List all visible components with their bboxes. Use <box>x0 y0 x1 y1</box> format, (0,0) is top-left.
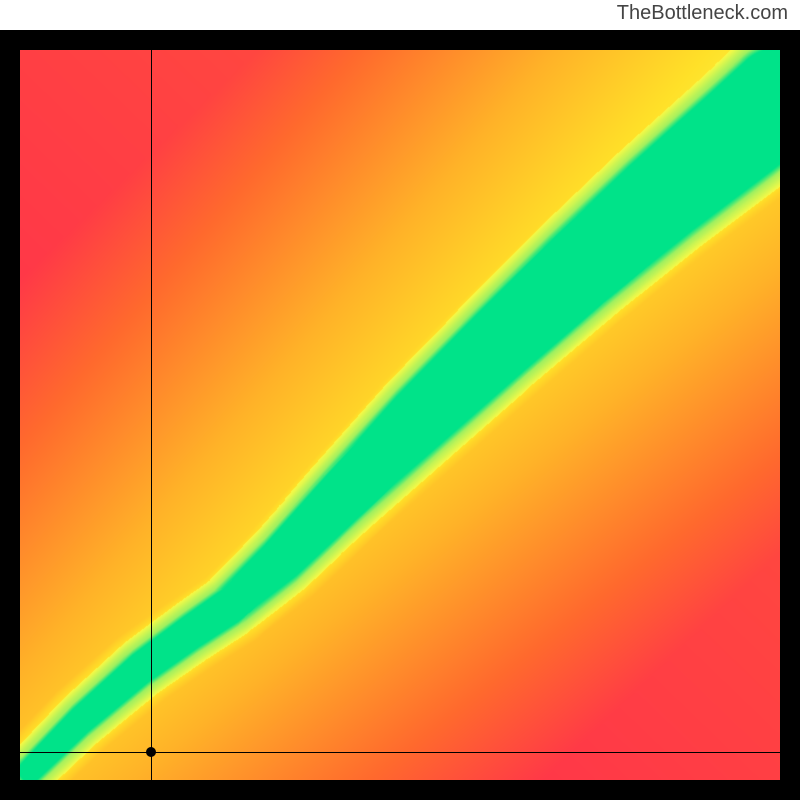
attribution-text: TheBottleneck.com <box>617 2 788 25</box>
crosshair-marker-dot <box>146 747 156 757</box>
crosshair-vertical-line <box>151 50 152 780</box>
chart-frame <box>0 30 800 800</box>
heatmap-canvas <box>20 50 780 780</box>
plot-area <box>20 50 780 780</box>
crosshair-horizontal-line <box>20 752 780 753</box>
